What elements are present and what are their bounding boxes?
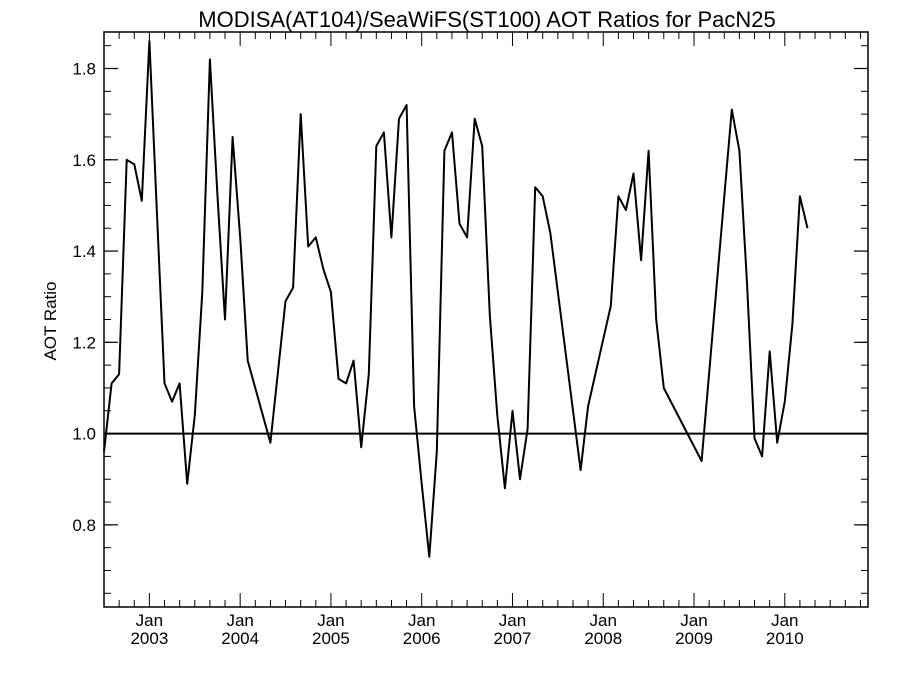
plot-frame xyxy=(103,31,869,608)
x-tick-label-year: 2006 xyxy=(403,629,441,648)
x-tick-label-year: 2009 xyxy=(675,629,713,648)
x-tick-label-year: 2008 xyxy=(584,629,622,648)
y-tick-label: 1.0 xyxy=(72,425,96,444)
y-tick-label: 1.8 xyxy=(72,60,96,79)
x-tick-label-month: Jan xyxy=(771,611,798,630)
x-tick-label-month: Jan xyxy=(136,611,163,630)
series-line-aot-ratio xyxy=(103,40,809,558)
x-tick-label-month: Jan xyxy=(499,611,526,630)
y-tick-label: 0.8 xyxy=(72,516,96,535)
x-tick-label-month: Jan xyxy=(590,611,617,630)
x-tick-label-year: 2004 xyxy=(221,629,259,648)
x-tick-label-year: 2007 xyxy=(494,629,532,648)
axis-ticks xyxy=(103,32,868,607)
x-tick-label-year: 2003 xyxy=(130,629,168,648)
y-tick-label: 1.4 xyxy=(72,242,96,261)
y-tick-label: 1.2 xyxy=(72,333,96,352)
chart-title: MODISA(AT104)/SeaWiFS(ST100) AOT Ratios … xyxy=(198,7,775,32)
x-tick-label-year: 2010 xyxy=(766,629,804,648)
y-tick-label: 1.6 xyxy=(72,151,96,170)
x-tick-label-month: Jan xyxy=(317,611,344,630)
tick-labels: 0.81.01.21.41.61.8Jan2003Jan2004Jan2005J… xyxy=(72,60,803,648)
x-tick-label-month: Jan xyxy=(680,611,707,630)
y-axis-label: AOT Ratio xyxy=(41,281,60,360)
x-tick-label-year: 2005 xyxy=(312,629,350,648)
x-tick-label-month: Jan xyxy=(226,611,253,630)
x-tick-label-month: Jan xyxy=(408,611,435,630)
